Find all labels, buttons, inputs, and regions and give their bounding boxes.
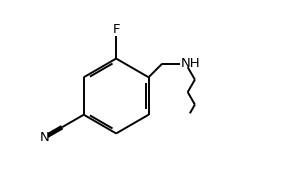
Text: NH: NH (181, 57, 201, 70)
Text: N: N (39, 131, 49, 144)
Text: F: F (112, 22, 120, 36)
